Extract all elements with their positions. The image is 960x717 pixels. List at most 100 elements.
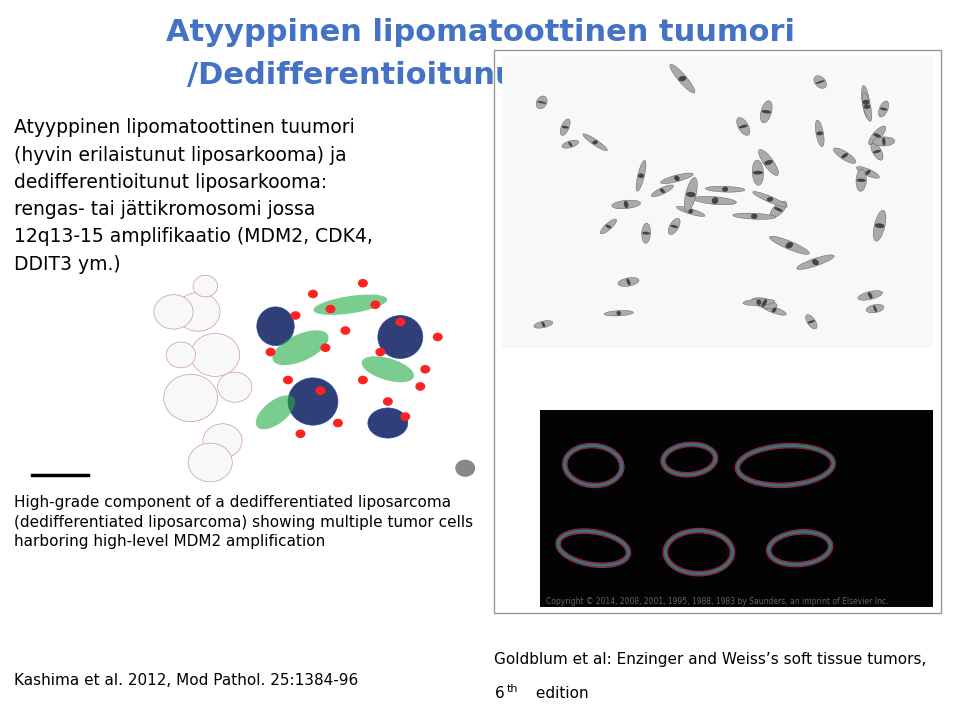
Ellipse shape — [378, 315, 422, 358]
Ellipse shape — [739, 125, 748, 128]
Ellipse shape — [660, 173, 693, 184]
Ellipse shape — [562, 141, 579, 148]
Ellipse shape — [612, 200, 640, 209]
Circle shape — [164, 374, 218, 422]
Ellipse shape — [767, 197, 773, 201]
Ellipse shape — [711, 197, 718, 204]
Ellipse shape — [865, 170, 871, 175]
Ellipse shape — [668, 218, 680, 234]
Ellipse shape — [686, 192, 696, 197]
Ellipse shape — [761, 299, 767, 307]
Ellipse shape — [874, 305, 877, 312]
Circle shape — [266, 348, 276, 356]
Circle shape — [316, 386, 325, 395]
Ellipse shape — [815, 120, 824, 147]
Ellipse shape — [627, 278, 631, 285]
Ellipse shape — [694, 196, 736, 205]
Ellipse shape — [568, 141, 572, 147]
Ellipse shape — [752, 298, 777, 308]
Ellipse shape — [869, 126, 886, 145]
Circle shape — [188, 443, 232, 482]
Ellipse shape — [874, 133, 881, 138]
Circle shape — [325, 305, 335, 313]
Bar — [540, 410, 933, 607]
Ellipse shape — [736, 118, 750, 136]
Text: /Dedifferentioitunut liposarkooma: /Dedifferentioitunut liposarkooma — [187, 61, 773, 90]
Ellipse shape — [873, 150, 881, 153]
Ellipse shape — [618, 277, 639, 286]
Ellipse shape — [670, 225, 678, 228]
Ellipse shape — [753, 171, 763, 174]
Circle shape — [308, 290, 318, 298]
Ellipse shape — [814, 76, 827, 88]
Ellipse shape — [805, 315, 817, 329]
Circle shape — [176, 293, 220, 331]
Ellipse shape — [841, 153, 848, 158]
Ellipse shape — [878, 101, 889, 117]
Ellipse shape — [761, 110, 771, 113]
Ellipse shape — [314, 295, 387, 315]
Ellipse shape — [862, 92, 872, 121]
Ellipse shape — [871, 143, 883, 160]
Text: Goldblum et al: Enzinger and Weiss’s soft tissue tumors,: Goldblum et al: Enzinger and Weiss’s sof… — [494, 652, 926, 667]
Ellipse shape — [875, 223, 884, 228]
Text: Atyyppinen lipomatoottinen tuumori
(hyvin erilaistunut liposarkooma) ja
dediffer: Atyyppinen lipomatoottinen tuumori (hyvi… — [14, 118, 373, 274]
Ellipse shape — [624, 201, 629, 208]
Ellipse shape — [255, 395, 296, 429]
Ellipse shape — [770, 236, 809, 255]
Ellipse shape — [536, 96, 547, 109]
Ellipse shape — [677, 206, 705, 217]
Ellipse shape — [537, 101, 546, 104]
Circle shape — [191, 333, 240, 376]
Ellipse shape — [660, 189, 665, 193]
Circle shape — [400, 412, 410, 421]
Ellipse shape — [641, 223, 651, 243]
Circle shape — [203, 424, 242, 458]
Circle shape — [193, 275, 218, 297]
Text: edition: edition — [531, 686, 588, 701]
Ellipse shape — [764, 160, 773, 165]
Ellipse shape — [807, 320, 815, 323]
Circle shape — [455, 460, 475, 477]
Ellipse shape — [797, 255, 834, 270]
Circle shape — [166, 342, 196, 368]
Ellipse shape — [368, 408, 408, 438]
Ellipse shape — [606, 224, 612, 229]
Ellipse shape — [873, 137, 895, 146]
Text: Copyright © 2014, 2008, 2001, 1995, 1988, 1983 by Saunders, an imprint of Elsevi: Copyright © 2014, 2008, 2001, 1995, 1988… — [546, 597, 889, 606]
Ellipse shape — [874, 210, 886, 241]
Ellipse shape — [861, 85, 871, 119]
Ellipse shape — [642, 232, 650, 234]
Circle shape — [358, 279, 368, 288]
Ellipse shape — [674, 176, 680, 181]
Text: th: th — [507, 684, 518, 694]
Text: Kashima et al. 2012, Mod Pathol. 25:1384-96: Kashima et al. 2012, Mod Pathol. 25:1384… — [14, 673, 359, 688]
Ellipse shape — [604, 310, 634, 316]
Circle shape — [371, 300, 380, 309]
Ellipse shape — [616, 311, 621, 315]
Circle shape — [396, 318, 405, 326]
Ellipse shape — [866, 305, 884, 313]
Ellipse shape — [636, 161, 646, 191]
Ellipse shape — [816, 131, 823, 136]
Ellipse shape — [753, 191, 787, 207]
Circle shape — [383, 397, 393, 406]
Ellipse shape — [753, 160, 763, 185]
Circle shape — [341, 326, 350, 335]
Ellipse shape — [785, 242, 793, 249]
Text: Atyyppinen lipomatoottinen tuumori: Atyyppinen lipomatoottinen tuumori — [165, 18, 795, 47]
Circle shape — [218, 372, 252, 402]
Circle shape — [358, 376, 368, 384]
Ellipse shape — [882, 138, 885, 146]
Ellipse shape — [534, 320, 553, 328]
Ellipse shape — [562, 125, 568, 128]
Ellipse shape — [774, 207, 782, 212]
Ellipse shape — [679, 76, 686, 81]
Circle shape — [296, 429, 305, 438]
Ellipse shape — [751, 214, 757, 219]
Ellipse shape — [362, 356, 414, 382]
Ellipse shape — [862, 100, 870, 105]
Circle shape — [321, 343, 330, 352]
Ellipse shape — [706, 186, 745, 192]
Ellipse shape — [670, 65, 695, 93]
